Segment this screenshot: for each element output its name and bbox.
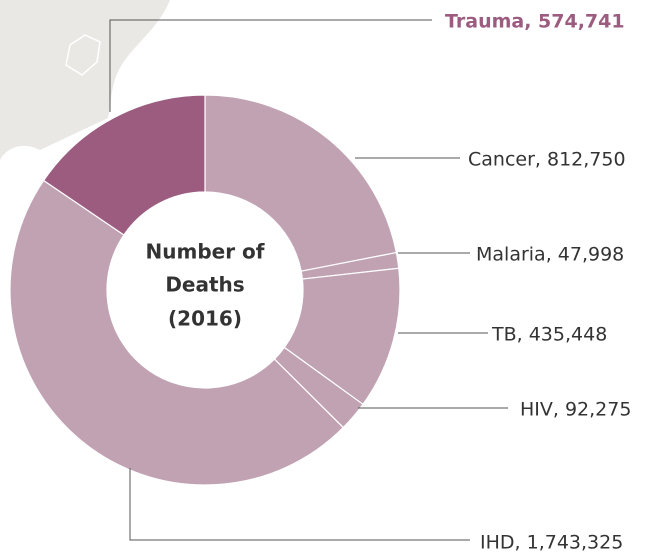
center-title: (2016) xyxy=(168,307,242,331)
leader-line xyxy=(109,19,432,112)
data-label: Trauma, 574,741 xyxy=(445,11,625,33)
wedge xyxy=(9,179,345,486)
center-title: Number of xyxy=(146,240,265,264)
wedge xyxy=(204,94,398,272)
data-label: Malaria, 47,998 xyxy=(476,244,624,266)
data-label: Cancer, 812,750 xyxy=(468,149,626,171)
data-label: TB, 435,448 xyxy=(491,324,607,346)
leader-line xyxy=(129,468,470,541)
wedge xyxy=(42,94,206,236)
data-label: HIV, 92,275 xyxy=(520,399,631,421)
donut xyxy=(9,94,401,486)
map-outline xyxy=(65,34,101,76)
map-background xyxy=(0,0,170,160)
data-label: IHD, 1,743,325 xyxy=(480,532,623,554)
center-title: Deaths xyxy=(165,273,244,297)
